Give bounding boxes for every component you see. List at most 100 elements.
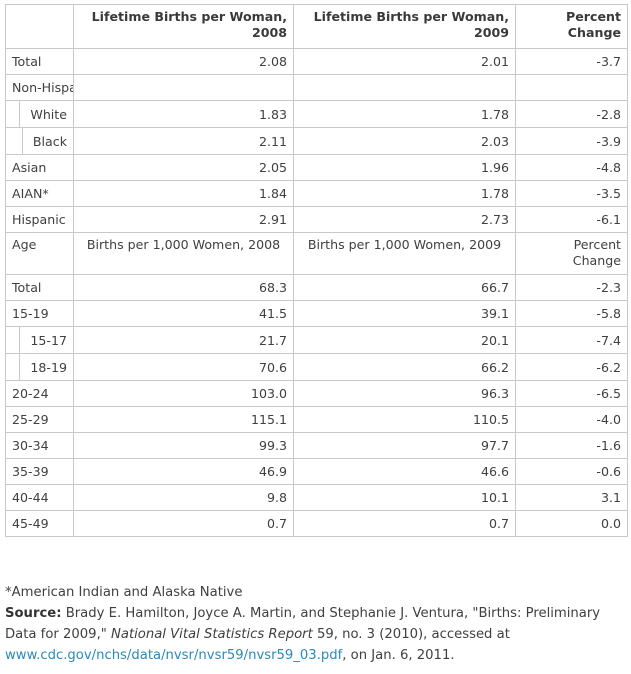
age-row-label: 35-39 [5,458,74,485]
header-col-2009: Lifetime Births per Woman, 2009 [293,4,516,49]
indent-divider [17,327,21,353]
group-percent-change: -4.8 [515,154,628,181]
age-percent-change: -6.5 [515,380,628,407]
group-percent-change: -2.8 [515,100,628,128]
table-row: Non-Hispanic [5,74,628,101]
indent-divider [17,101,21,127]
births-table: Lifetime Births per Woman, 2008 Lifetime… [5,4,628,537]
header-col-change: Percent Change [515,4,628,49]
age-value-2008: 21.7 [73,326,294,354]
age-value-2009: 20.1 [293,326,516,354]
group-value-2009: 2.03 [293,127,516,155]
age-value-2008: 70.6 [73,353,294,381]
age-percent-change: 0.0 [515,510,628,537]
age-value-2008: 41.5 [73,300,294,327]
source-text-1: Brady E. Hamilton, Joyce A. Martin, and … [5,606,601,642]
source-text-2: 59, no. 3 (2010), accessed at [312,627,510,642]
asterisk-note: *American Indian and Alaska Native [5,585,243,600]
group-row-label: White [5,100,74,128]
group-row-label: AIAN* [5,180,74,207]
age-row-label: 45-49 [5,510,74,537]
age-percent-change: -0.6 [515,458,628,485]
group-row-label: Black [5,127,74,155]
age-value-2008: 46.9 [73,458,294,485]
table-row: 35-39 46.9 46.6 -0.6 [5,458,628,485]
age-row-label: 20-24 [5,380,74,407]
age-subheader-row: Age Births per 1,000 Women, 2008 Births … [5,232,628,275]
age-value-2008: 103.0 [73,380,294,407]
group-percent-change [515,74,628,101]
age-row-label: 25-29 [5,406,74,433]
indent-divider [17,354,21,380]
subheader-col-2008: Births per 1,000 Women, 2008 [73,232,294,275]
age-percent-change: -6.2 [515,353,628,381]
table-row: Total 68.3 66.7 -2.3 [5,274,628,301]
source-label: Source: [5,606,62,621]
table-row: 18-19 70.6 66.2 -6.2 [5,353,628,381]
age-value-2009: 110.5 [293,406,516,433]
row-label-text: 18-19 [30,359,67,375]
header-col-label [5,4,74,49]
age-value-2009: 46.6 [293,458,516,485]
source-note: Source: Brady E. Hamilton, Joyce A. Mart… [5,603,627,666]
row-label-text: 15-17 [30,332,67,348]
group-percent-change: -3.5 [515,180,628,207]
group-value-2008: 2.11 [73,127,294,155]
group-row-label: Hispanic [5,206,74,233]
table-row: 40-44 9.8 10.1 3.1 [5,484,628,511]
age-value-2008: 9.8 [73,484,294,511]
age-value-2009: 97.7 [293,432,516,459]
group-value-2009: 2.73 [293,206,516,233]
age-value-2009: 96.3 [293,380,516,407]
group-value-2008: 2.91 [73,206,294,233]
subheader-col-2009: Births per 1,000 Women, 2009 [293,232,516,275]
group-row-label: Total [5,48,74,75]
age-value-2009: 66.2 [293,353,516,381]
row-label-text: White [30,106,67,122]
table-row: 15-19 41.5 39.1 -5.8 [5,300,628,327]
group-value-2009 [293,74,516,101]
group-value-2009: 1.96 [293,154,516,181]
age-value-2009: 0.7 [293,510,516,537]
age-row-label: 40-44 [5,484,74,511]
age-percent-change: -1.6 [515,432,628,459]
age-percent-change: -4.0 [515,406,628,433]
table-row: Total 2.08 2.01 -3.7 [5,48,628,75]
lifetime-births-section: Total2.082.01-3.7Non-HispanicWhite1.831.… [5,48,628,233]
group-row-label: Non-Hispanic [5,74,74,101]
group-percent-change: -3.7 [515,48,628,75]
row-label-text: Black [32,133,67,149]
age-percent-change: -7.4 [515,326,628,354]
table-row: 45-49 0.7 0.7 0.0 [5,510,628,537]
age-row-label: 15-17 [5,326,74,354]
table-row: 15-17 21.7 20.1 -7.4 [5,326,628,354]
age-row-label: 18-19 [5,353,74,381]
age-row-label: Total [5,274,74,301]
group-percent-change: -6.1 [515,206,628,233]
age-value-2008: 0.7 [73,510,294,537]
group-value-2008: 1.84 [73,180,294,207]
age-percent-change: -5.8 [515,300,628,327]
header-col-2008: Lifetime Births per Woman, 2008 [73,4,294,49]
group-row-label: Asian [5,154,74,181]
source-text-3: , on Jan. 6, 2011. [342,648,455,663]
age-row-label: 30-34 [5,432,74,459]
age-subheader-section: Age Births per 1,000 Women, 2008 Births … [5,232,628,275]
footnotes: *American Indian and Alaska Native Sourc… [5,582,627,666]
table-row: Asian 2.05 1.96 -4.8 [5,154,628,181]
table-row: 30-34 99.3 97.7 -1.6 [5,432,628,459]
table-row: 25-29 115.1 110.5 -4.0 [5,406,628,433]
age-percent-change: 3.1 [515,484,628,511]
age-value-2008: 68.3 [73,274,294,301]
table-row: 20-24 103.0 96.3 -6.5 [5,380,628,407]
age-value-2009: 10.1 [293,484,516,511]
group-value-2009: 1.78 [293,180,516,207]
group-value-2008 [73,74,294,101]
group-value-2009: 2.01 [293,48,516,75]
indent-divider [17,128,23,154]
age-value-2009: 66.7 [293,274,516,301]
subheader-age: Age [5,232,74,275]
source-link[interactable]: www.cdc.gov/nchs/data/nvsr/nvsr59/nvsr59… [5,648,343,663]
group-value-2008: 2.08 [73,48,294,75]
age-value-2008: 99.3 [73,432,294,459]
